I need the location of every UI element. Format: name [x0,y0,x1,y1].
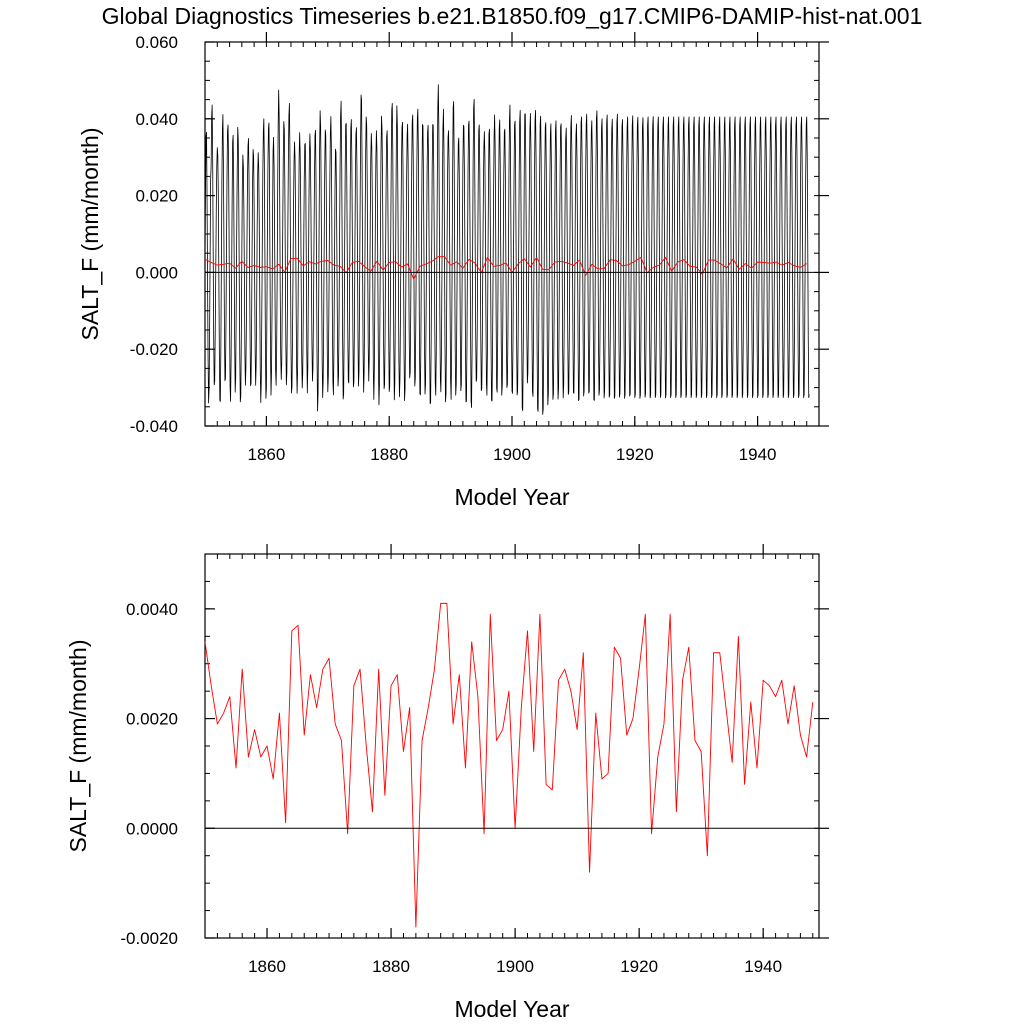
panel-bottom-ticks [204,544,829,939]
panel-bottom-ytick-labels: -0.0020 0.0000 0.0020 0.0040 [120,600,178,948]
panel-top-x-axis-label: Model Year [454,484,569,510]
panel-bottom-y-tick-label: 0.0020 [126,710,178,729]
panel-bottom-x-tick-label: 1940 [744,957,782,976]
panel-top-xtick-labels: 1860 1880 1900 1920 1940 [247,445,776,464]
panel-top-y-tick-label: -0.020 [130,340,178,359]
panel-top-y-tick-label: -0.040 [130,417,178,436]
panel-top-x-tick-label: 1940 [739,445,777,464]
panel-bottom-y-axis-label: SALT_F (mm/month) [65,640,91,853]
panel-top-series [204,84,810,415]
panel-top-x-tick-label: 1900 [493,445,531,464]
panel-bottom-series [204,602,814,928]
panel-top-y-axis-label: SALT_F (mm/month) [77,128,103,341]
panel-top-y-tick-label: 0.040 [135,110,178,129]
panel-bottom-y-tick-label: -0.0020 [120,929,178,948]
panel-top-y-tick-label: 0.000 [135,263,178,282]
panel-bottom: -0.0020 0.0000 0.0020 0.0040 1860 1880 1900 19… [65,544,829,1022]
panel-top-series-annual-line [204,256,807,280]
panel-top-series-monthly-line [204,84,810,415]
panel-bottom-xtick-labels: 1860 1880 1900 1920 1940 [248,957,782,976]
panel-bottom-x-tick-label: 1880 [372,957,410,976]
panel-top-y-tick-label: 0.060 [135,33,178,52]
panel-top: -0.040 -0.020 0.000 0.020 0.040 0.060 1860 188… [77,32,829,510]
panel-bottom-series-annual-line [204,602,814,928]
panel-top-x-tick-label: 1920 [616,445,654,464]
panel-top-y-tick-label: 0.020 [135,187,178,206]
panel-top-x-tick-label: 1880 [370,445,408,464]
panel-top-ytick-labels: -0.040 -0.020 0.000 0.020 0.040 0.060 [130,33,178,436]
panel-bottom-x-tick-label: 1900 [496,957,534,976]
panel-bottom-x-tick-label: 1860 [248,957,286,976]
panel-bottom-x-axis-label: Model Year [454,996,569,1022]
panel-bottom-y-tick-label: 0.0000 [126,819,178,838]
panel-top-x-tick-label: 1860 [247,445,285,464]
figure-title: Global Diagnostics Timeseries b.e21.B185… [102,3,923,29]
panel-bottom-x-tick-label: 1920 [620,957,658,976]
panel-bottom-y-tick-label: 0.0040 [126,600,178,619]
